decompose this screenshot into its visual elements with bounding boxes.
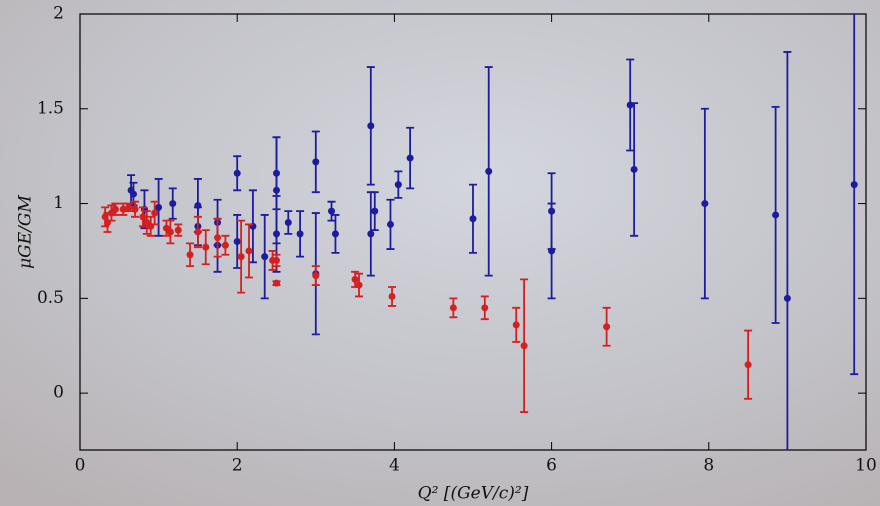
x-tick-label: 10 — [855, 456, 877, 476]
data-point — [194, 228, 202, 236]
y-tick-label: 1 — [53, 193, 64, 213]
error-bar — [783, 51, 792, 450]
data-point — [449, 304, 457, 312]
data-point — [125, 203, 133, 211]
data-point — [328, 207, 336, 215]
data-point — [237, 253, 245, 261]
data-point — [273, 279, 280, 287]
data-point — [155, 203, 163, 211]
data-point — [273, 256, 280, 264]
data-point — [129, 190, 137, 198]
data-point — [850, 181, 858, 189]
data-point — [174, 226, 182, 234]
data-point — [169, 200, 177, 208]
data-point — [367, 122, 375, 130]
x-tick-label: 8 — [703, 456, 714, 476]
error-bar — [850, 14, 859, 376]
data-point — [394, 181, 402, 189]
data-point — [202, 243, 210, 251]
data-point — [520, 342, 528, 350]
data-point — [273, 186, 280, 194]
data-point — [166, 228, 174, 236]
data-point — [296, 230, 304, 238]
data-point — [744, 361, 752, 369]
data-point — [512, 321, 520, 329]
data-point — [245, 247, 253, 255]
data-point — [151, 209, 159, 217]
y-tick-label: 2 — [53, 4, 64, 24]
data-point — [186, 251, 194, 259]
data-point — [630, 165, 638, 173]
plot-frame — [79, 13, 867, 451]
data-point — [312, 158, 320, 166]
data-point — [312, 272, 320, 280]
x-tick-label: 4 — [389, 456, 400, 476]
data-point — [355, 281, 363, 289]
x-axis-label: Q² [(GeV/c)²] — [418, 484, 529, 504]
data-point — [548, 247, 556, 255]
data-point — [233, 169, 241, 177]
y-tick-label: 0 — [53, 383, 64, 403]
data-point — [772, 211, 780, 219]
y-tick-label: 1.5 — [37, 98, 64, 118]
data-point — [388, 292, 396, 300]
data-point — [371, 207, 379, 215]
y-tick-label: 0.5 — [37, 288, 64, 308]
data-point — [701, 200, 709, 208]
data-point — [386, 220, 394, 228]
data-point — [111, 205, 119, 213]
data-point — [481, 304, 489, 312]
y-axis-label: μGE/GM — [16, 195, 36, 269]
data-point — [331, 230, 339, 238]
data-point — [273, 230, 280, 238]
data-point — [214, 234, 222, 242]
data-point — [261, 253, 269, 261]
data-point — [485, 167, 493, 175]
x-tick-label: 2 — [232, 456, 243, 476]
x-tick-label: 0 — [75, 456, 86, 476]
data-point — [139, 213, 147, 221]
data-point — [469, 215, 477, 223]
data-point — [783, 294, 791, 302]
data-point — [603, 323, 611, 331]
data-point — [284, 219, 292, 227]
data-point — [233, 237, 241, 245]
data-point — [406, 154, 414, 162]
x-tick-label: 6 — [546, 456, 557, 476]
data-point — [131, 205, 139, 213]
data-point — [367, 230, 375, 238]
data-point — [351, 275, 359, 283]
data-point — [221, 241, 229, 249]
